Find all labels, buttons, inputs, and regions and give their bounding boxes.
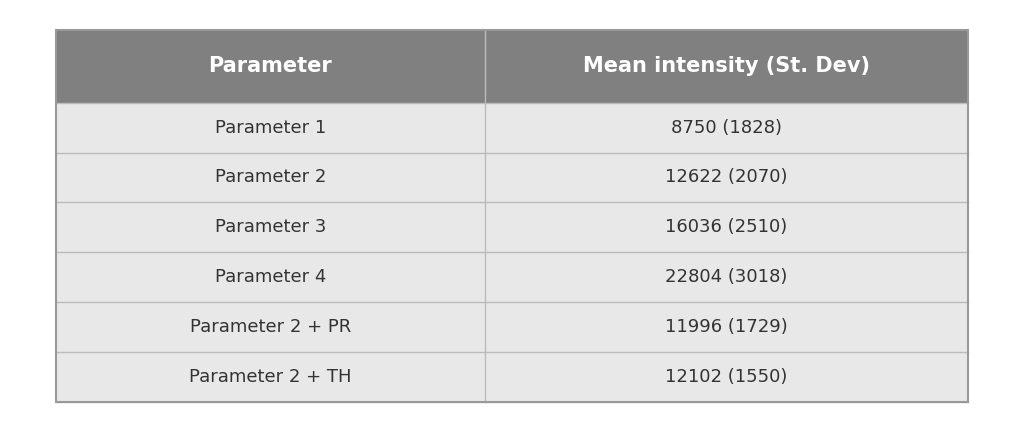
Text: Parameter 2 + PR: Parameter 2 + PR — [189, 318, 351, 336]
Text: 16036 (2510): 16036 (2510) — [665, 218, 787, 236]
Text: Parameter 1: Parameter 1 — [215, 119, 326, 137]
Text: Parameter 4: Parameter 4 — [215, 268, 327, 286]
Text: Parameter: Parameter — [209, 57, 333, 76]
Text: Mean intensity (St. Dev): Mean intensity (St. Dev) — [583, 57, 869, 76]
Text: 11996 (1729): 11996 (1729) — [665, 318, 787, 336]
Text: Parameter 2 + TH: Parameter 2 + TH — [189, 368, 351, 386]
Text: Parameter 2: Parameter 2 — [215, 168, 327, 187]
Text: Parameter 3: Parameter 3 — [215, 218, 327, 236]
Text: 8750 (1828): 8750 (1828) — [671, 119, 781, 137]
Text: 12622 (2070): 12622 (2070) — [665, 168, 787, 187]
Text: 12102 (1550): 12102 (1550) — [665, 368, 787, 386]
Text: 22804 (3018): 22804 (3018) — [665, 268, 787, 286]
